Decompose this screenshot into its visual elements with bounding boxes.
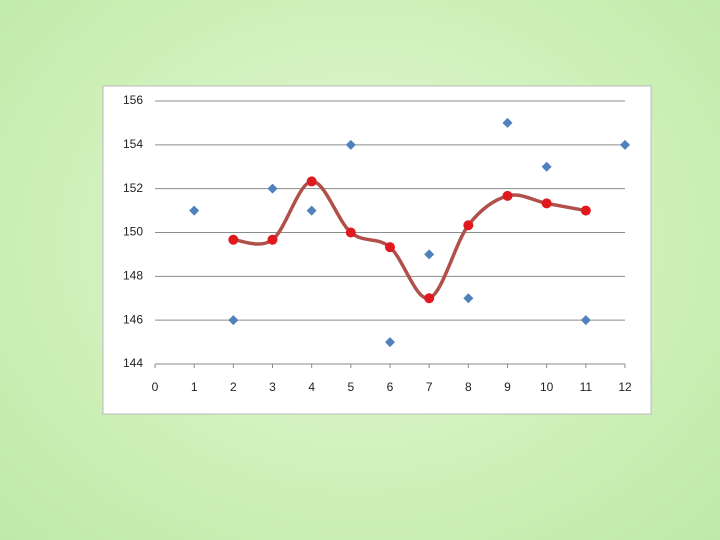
point xyxy=(385,242,395,253)
x-tick-label: 8 xyxy=(465,380,472,394)
x-tick-label: 3 xyxy=(269,380,276,394)
point xyxy=(580,205,591,216)
point xyxy=(424,249,435,260)
point xyxy=(189,205,200,216)
point xyxy=(580,315,591,326)
x-tick-label: 7 xyxy=(426,380,433,394)
point xyxy=(502,190,513,201)
point xyxy=(541,161,552,172)
point xyxy=(267,183,278,194)
point xyxy=(541,198,552,209)
point xyxy=(228,234,239,245)
chart-frame xyxy=(102,85,652,415)
point xyxy=(463,220,474,231)
y-tick-label: 148 xyxy=(123,269,143,283)
point xyxy=(228,315,239,326)
x-tick-label: 4 xyxy=(308,380,315,394)
y-tick-label: 154 xyxy=(123,137,143,151)
point xyxy=(463,293,474,304)
point xyxy=(620,139,630,150)
x-tick-label: 2 xyxy=(230,380,237,394)
point xyxy=(306,176,317,187)
point xyxy=(424,293,435,304)
x-tick-label: 0 xyxy=(152,380,159,394)
y-tick-label: 150 xyxy=(123,225,143,239)
x-tick-label: 10 xyxy=(540,380,554,394)
x-tick-label: 6 xyxy=(387,380,394,394)
point xyxy=(267,234,278,245)
point xyxy=(502,117,513,128)
trend-line xyxy=(233,179,587,301)
point xyxy=(385,337,395,348)
point xyxy=(345,139,356,150)
point xyxy=(345,227,356,238)
x-tick-label: 11 xyxy=(580,380,593,394)
y-tick-label: 156 xyxy=(123,93,143,107)
x-tick-label: 9 xyxy=(504,380,511,394)
y-tick-label: 144 xyxy=(123,356,143,370)
y-tick-label: 152 xyxy=(123,181,143,195)
x-tick-label: 5 xyxy=(347,380,354,394)
y-tick-label: 146 xyxy=(123,312,143,326)
point xyxy=(306,205,317,216)
x-tick-label: 1 xyxy=(191,380,198,394)
x-tick-label: 12 xyxy=(618,380,632,394)
